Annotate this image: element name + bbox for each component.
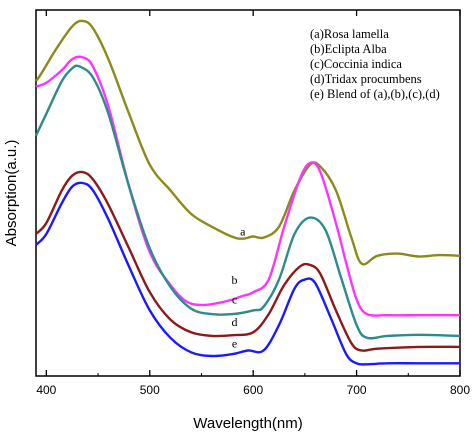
- series-line-e: [35, 181, 460, 366]
- series-line-d: [35, 170, 461, 352]
- x-tick-label: 800: [450, 383, 470, 397]
- legend-entry: (b)Eclipta Alba: [310, 42, 387, 56]
- x-axis-ticks: 400 500 600 700 800: [36, 10, 470, 397]
- series-tag-d: d: [232, 315, 238, 329]
- series-tag-c: c: [232, 293, 237, 307]
- x-tick-label: 400: [36, 383, 56, 397]
- plot-frame: [35, 9, 461, 377]
- y-axis-label: Absorption(a.u.): [3, 140, 20, 247]
- legend: (a)Rosa lamella(b)Eclipta Alba(c)Coccini…: [310, 27, 440, 101]
- series-tag-b: b: [232, 273, 238, 287]
- series-tag-e: e: [232, 337, 237, 351]
- x-axis-label: Wavelength(nm): [193, 415, 302, 432]
- series-line-c: [34, 64, 461, 340]
- legend-entry: (d)Tridax procumbens: [310, 72, 422, 86]
- series-line-a: [35, 19, 461, 266]
- x-tick-label: 700: [347, 383, 367, 397]
- legend-entry: (c)Coccinia indica: [310, 57, 402, 71]
- curves-layer: [34, 19, 461, 366]
- legend-entry: (a)Rosa lamella: [310, 27, 389, 41]
- series-line-b: [35, 55, 460, 317]
- legend-entry: (e) Blend of (a),(b),(c),(d): [310, 87, 440, 101]
- x-tick-label: 600: [243, 383, 263, 397]
- x-tick-label: 500: [140, 383, 160, 397]
- series-tag-a: a: [240, 224, 246, 238]
